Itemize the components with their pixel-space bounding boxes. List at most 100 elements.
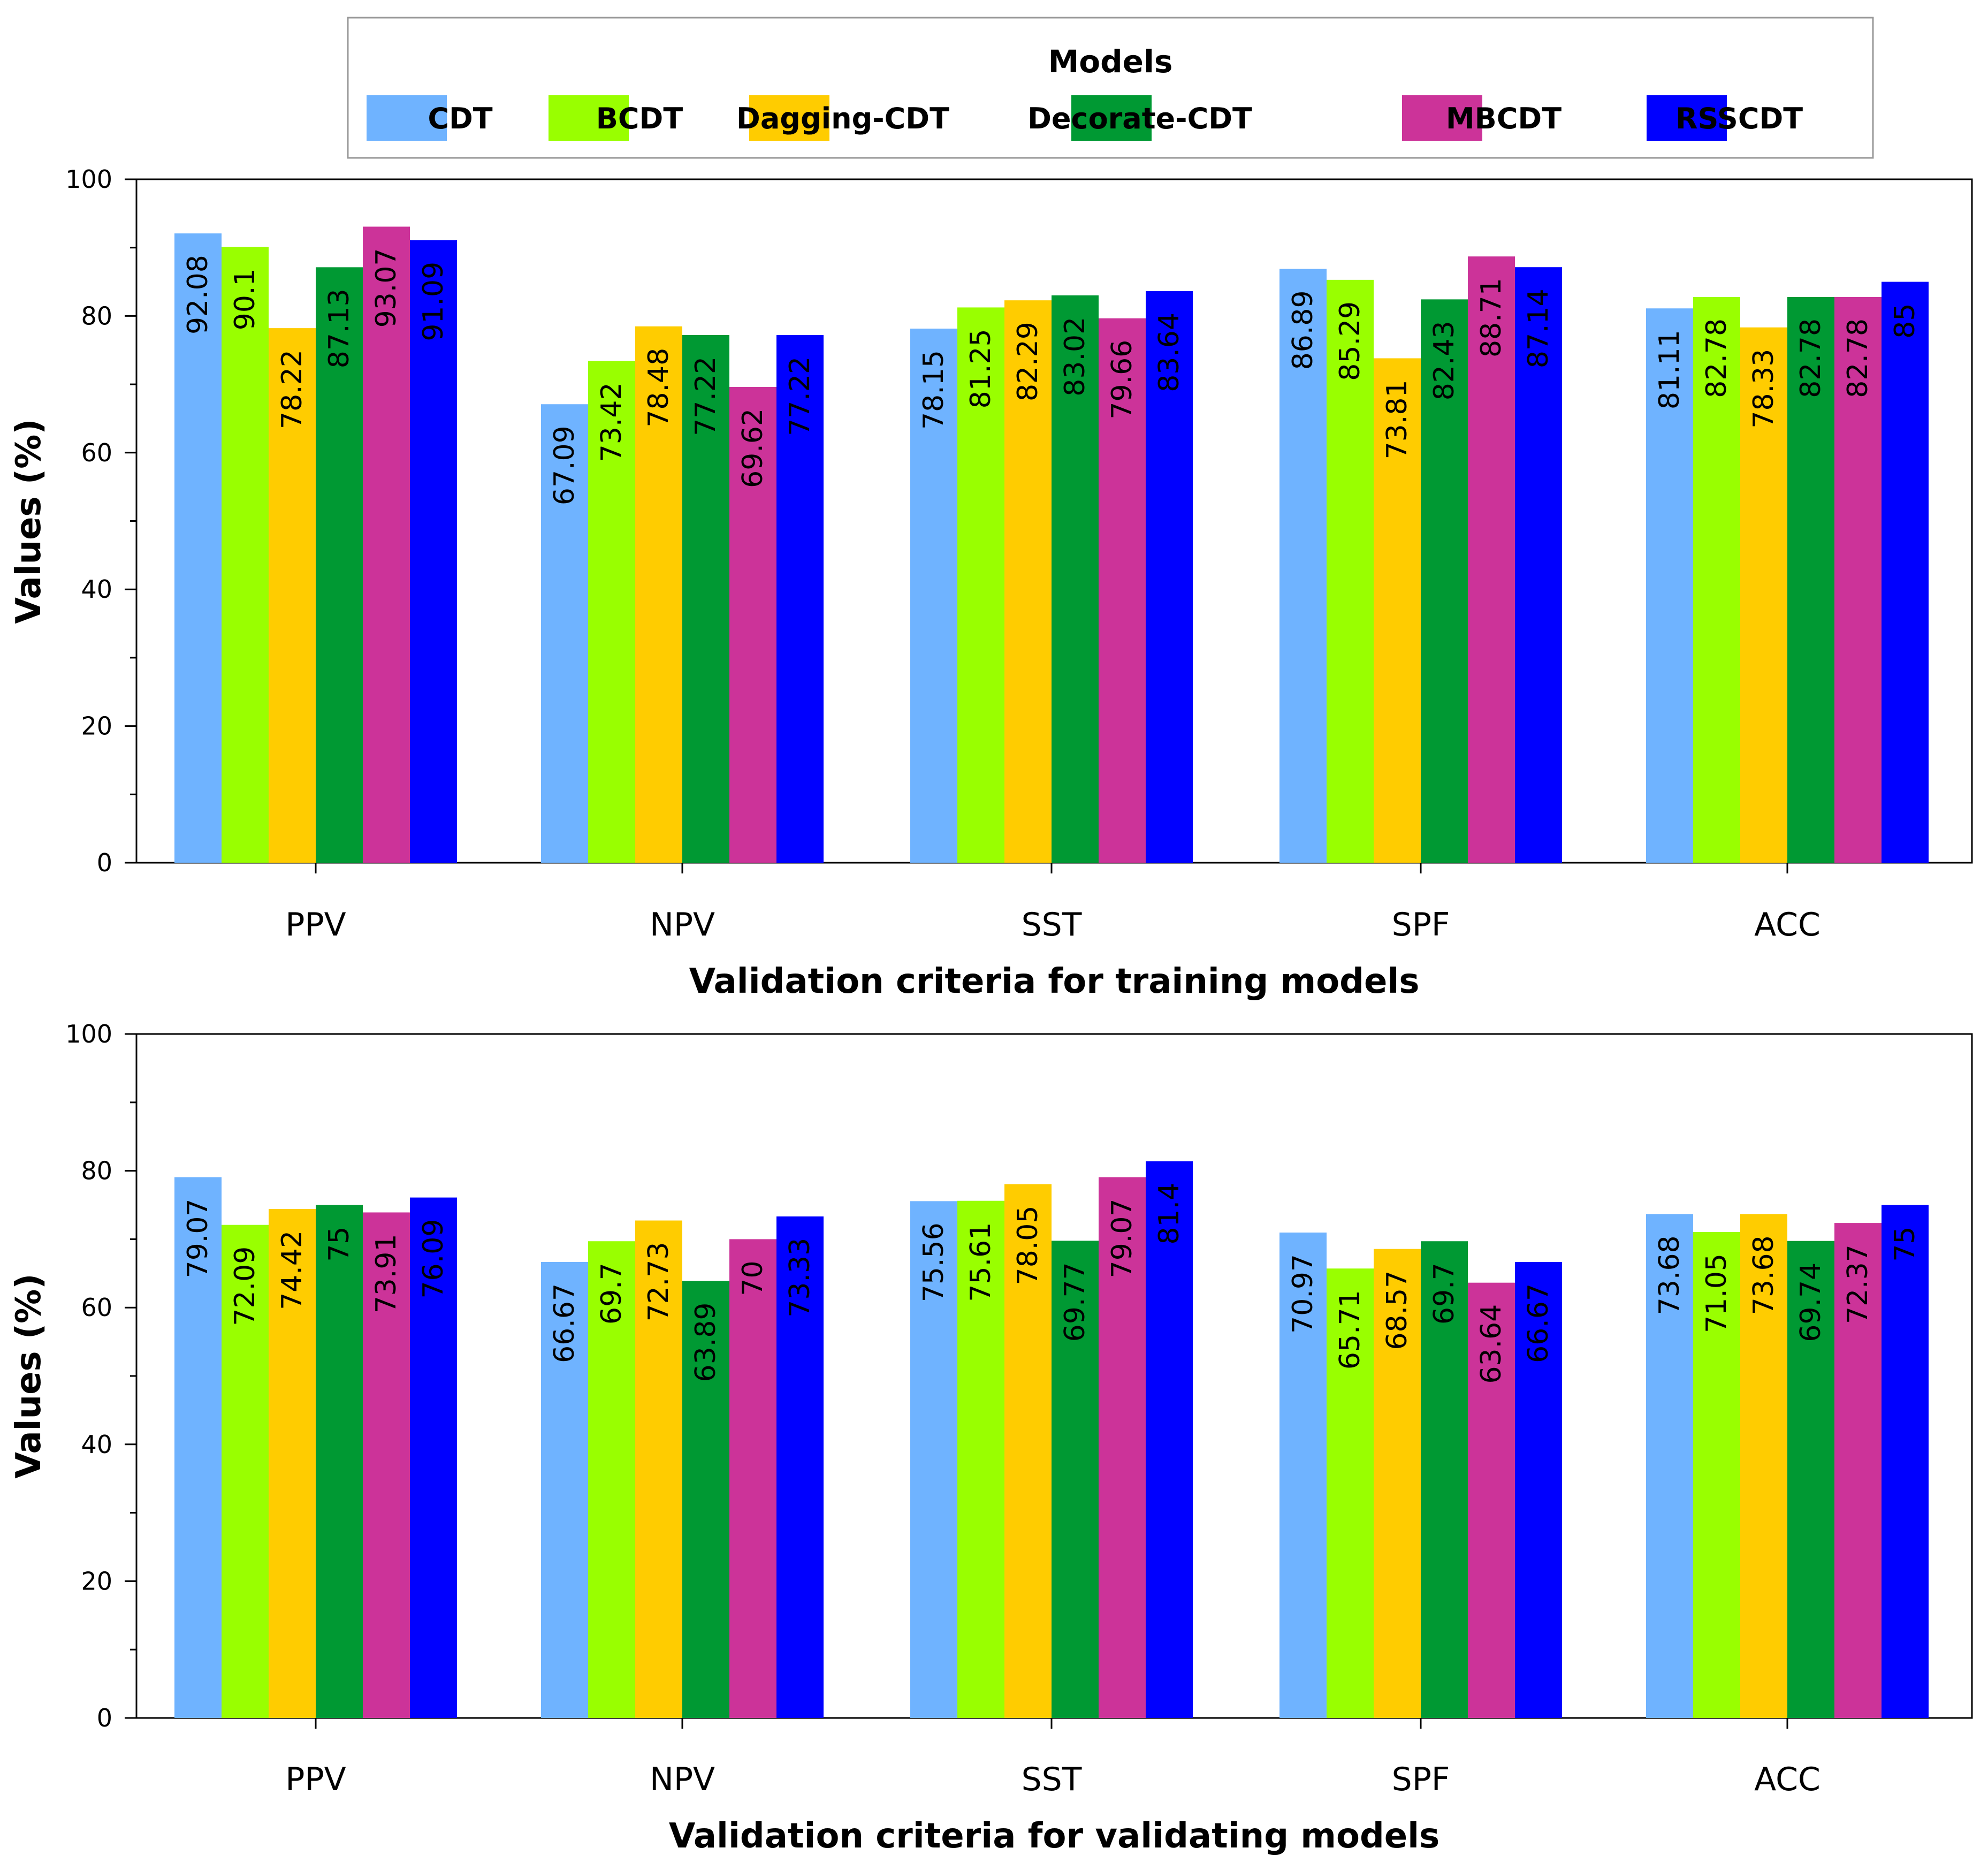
bar-value-label: 83.02	[1059, 317, 1091, 397]
bar-rsscdt-ppv	[410, 240, 457, 863]
bar-value-label: 69.7	[1428, 1263, 1460, 1325]
bar-value-label: 81.4	[1153, 1183, 1185, 1245]
bar-value-label: 83.64	[1153, 313, 1185, 392]
legend-title: Models	[1048, 43, 1173, 80]
x-category-label: NPV	[650, 1761, 715, 1798]
legend-label-decorate-cdt: Decorate-CDT	[1027, 102, 1252, 135]
bar-value-label: 77.22	[690, 356, 722, 436]
bar-bcdt-ppv	[222, 1225, 269, 1718]
bar-mbcdt-npv	[729, 1239, 776, 1718]
bar-value-label: 82.78	[1795, 318, 1827, 398]
bar-bcdt-npv	[588, 361, 635, 863]
legend-label-cdt: CDT	[428, 102, 492, 135]
legend-items: CDT BCDT Dagging-CDT Decorate-CDT MBCDT RSSCD…	[367, 95, 1803, 141]
bar-rsscdt-npv	[776, 334, 824, 863]
x-category-label: SPF	[1392, 906, 1450, 944]
bar-cdt-npv	[541, 1261, 588, 1718]
bar-dagging-cdt-acc	[1740, 327, 1787, 863]
bar-value-label: 92.08	[182, 255, 214, 334]
bar-decorate-cdt-spf	[1421, 1241, 1468, 1718]
bar-value-label: 85.29	[1334, 301, 1366, 381]
y-tick-label: 40	[81, 575, 112, 604]
legend-label-mbcdt: MBCDT	[1446, 102, 1562, 135]
y-tick-label: 100	[65, 1020, 112, 1048]
y-tick-label: 40	[81, 1430, 112, 1459]
bar-value-label: 63.64	[1475, 1304, 1507, 1384]
x-category-label: SST	[1022, 1761, 1082, 1798]
bar-decorate-cdt-sst	[1052, 295, 1099, 863]
x-category-label: SST	[1022, 906, 1082, 944]
legend-label-bcdt: BCDT	[596, 102, 683, 135]
bar-mbcdt-ppv	[363, 1212, 410, 1718]
bar-bcdt-sst	[957, 1200, 1004, 1718]
bar-value-label: 78.05	[1012, 1206, 1044, 1286]
bar-value-label: 78.15	[918, 350, 950, 430]
legend-swatch-decorate-cdt	[1071, 95, 1152, 141]
y-tick-label: 80	[81, 1157, 112, 1185]
bar-rsscdt-ppv	[410, 1197, 457, 1718]
bar-value-label: 79.66	[1106, 340, 1138, 420]
bar-rsscdt-sst	[1146, 291, 1193, 863]
bar-dagging-cdt-sst	[1004, 300, 1052, 863]
bar-rsscdt-spf	[1515, 267, 1562, 863]
y-tick-label: 60	[81, 1293, 112, 1322]
bar-value-label: 90.1	[229, 268, 261, 330]
bar-decorate-cdt-acc	[1787, 1241, 1834, 1718]
bar-dagging-cdt-npv	[635, 1220, 682, 1718]
bar-decorate-cdt-ppv	[316, 1205, 363, 1718]
bar-cdt-npv	[541, 404, 588, 863]
y-axis-title: Values (%)	[9, 1273, 49, 1478]
chart-training: 0 20 40 60 80 100 92.08 90.1 78.22 87.13 93.07 91.0…	[9, 165, 1973, 1001]
legend-swatch-cdt	[367, 95, 447, 141]
bar-dagging-cdt-ppv	[269, 328, 316, 863]
bar-rsscdt-npv	[776, 1216, 824, 1718]
bar-value-label: 69.74	[1795, 1263, 1827, 1342]
bar-cdt-acc	[1646, 1214, 1693, 1718]
bar-value-label: 69.62	[737, 408, 769, 488]
bar-bcdt-acc	[1693, 1231, 1740, 1718]
bar-value-label: 71.05	[1701, 1253, 1733, 1333]
y-tick-label: 100	[65, 165, 112, 194]
bar-decorate-cdt-sst	[1052, 1241, 1099, 1718]
bar-bcdt-spf	[1327, 1268, 1374, 1718]
legend-label-rsscdt: RSSCDT	[1675, 102, 1803, 135]
bar-mbcdt-ppv	[363, 226, 410, 863]
legend-swatch-bcdt	[549, 95, 629, 141]
bar-value-label: 73.42	[596, 382, 628, 462]
bar-bcdt-sst	[957, 307, 1004, 863]
bar-cdt-acc	[1646, 308, 1693, 863]
bar-cdt-sst	[910, 1201, 957, 1718]
bar-value-label: 91.09	[417, 262, 450, 341]
bar-dagging-cdt-ppv	[269, 1208, 316, 1718]
bar-rsscdt-acc	[1882, 282, 1929, 863]
bar-value-label: 73.33	[784, 1238, 816, 1318]
bar-cdt-ppv	[174, 1177, 222, 1718]
bar-dagging-cdt-spf	[1374, 1249, 1421, 1718]
bar-decorate-cdt-ppv	[316, 267, 363, 863]
bar-value-label: 66.67	[549, 1283, 581, 1363]
bar-value-label: 78.48	[643, 348, 675, 428]
bar-value-label: 81.11	[1654, 330, 1686, 409]
x-axis-title: Validation criteria for training models	[689, 962, 1420, 1001]
bar-value-label: 68.57	[1381, 1271, 1413, 1350]
bar-value-label: 69.77	[1059, 1262, 1091, 1342]
legend-label-dagging-cdt: Dagging-CDT	[736, 102, 949, 135]
y-tick-label: 20	[81, 1567, 112, 1595]
bar-value-label: 82.43	[1428, 321, 1460, 400]
bar-value-label: 67.09	[549, 425, 581, 505]
bar-value-label: 69.7	[596, 1263, 628, 1325]
x-category-label: ACC	[1754, 1761, 1821, 1798]
bar-value-label: 78.22	[276, 349, 308, 429]
bar-mbcdt-spf	[1468, 1282, 1515, 1718]
bar-cdt-spf	[1279, 269, 1327, 863]
y-axis-title: Values (%)	[9, 419, 49, 623]
bar-value-label: 79.07	[1106, 1198, 1138, 1278]
bar-value-label: 85	[1889, 303, 1921, 339]
bar-mbcdt-acc	[1834, 296, 1882, 863]
legend: Models CDT BCDT Dagging-CDT Decorate-CDT MBC…	[347, 17, 1874, 159]
bar-rsscdt-spf	[1515, 1261, 1562, 1718]
chart-validating: 0 20 40 60 80 100 79.07 72.09 74.42 75 73.91 76.09 P…	[9, 1020, 1973, 1856]
legend-swatch-mbcdt	[1402, 95, 1482, 141]
y-tick-label: 80	[81, 301, 112, 330]
y-tick-label: 0	[97, 848, 112, 877]
